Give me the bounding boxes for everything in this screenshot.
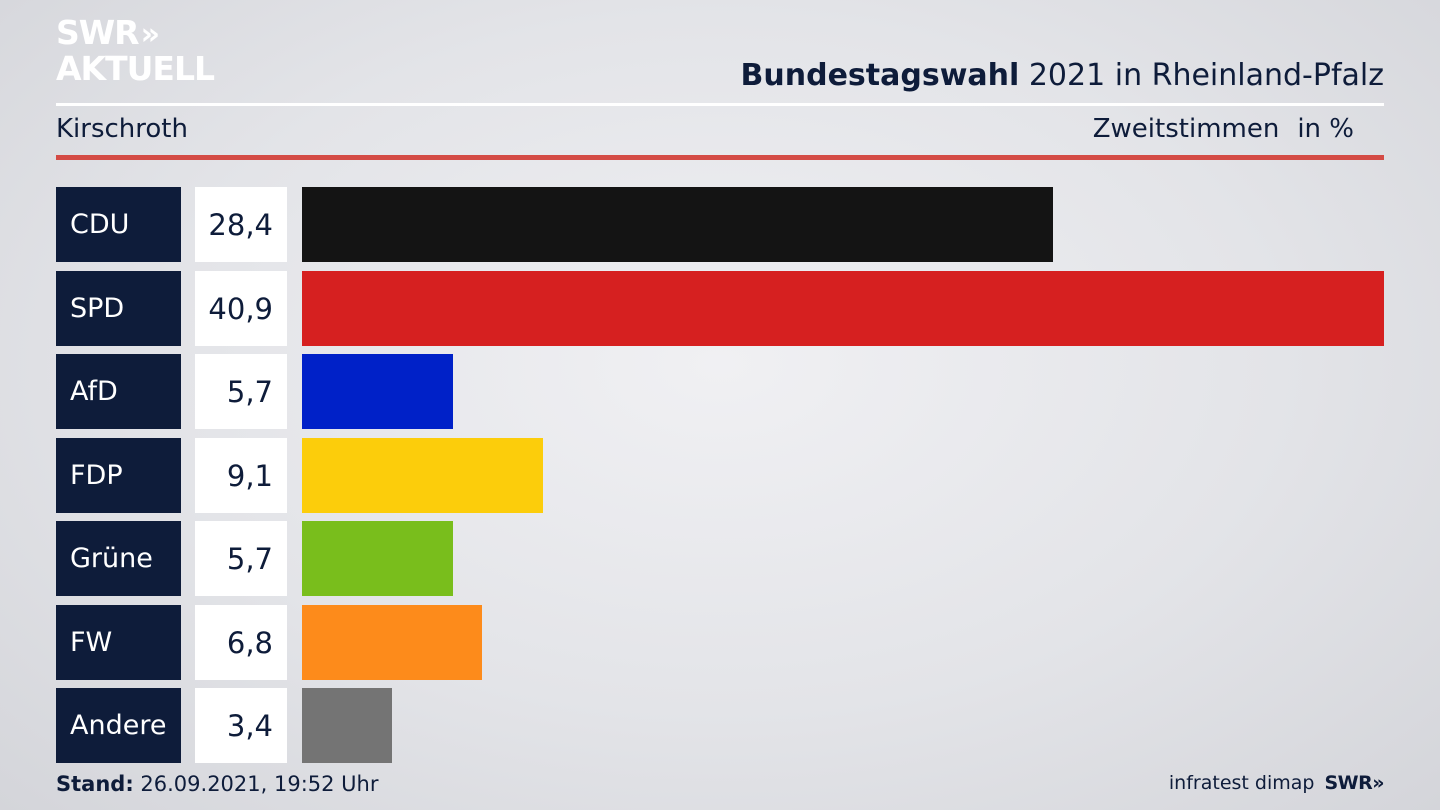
bar [302,271,1384,346]
bar-row: FW 6,8 [56,605,1384,680]
value-label: 5,7 [195,521,287,596]
value-label: 40,9 [195,271,287,346]
party-label: Grüne [56,521,181,596]
title-strong: Bundestagswahl [740,58,1020,93]
logo-line-2: AKTUELL [56,49,215,88]
accent-divider [56,155,1384,160]
swr-logo: SWR» [1324,772,1384,794]
value-label: 6,8 [195,605,287,680]
stand-value: 26.09.2021, 19:52 Uhr [133,772,379,796]
swr-aktuell-logo: SWR» AKTUELL [56,13,215,88]
party-label: SPD [56,271,181,346]
bar-row: Andere 3,4 [56,688,1384,763]
party-label: CDU [56,187,181,262]
logo-line-1: SWR» [56,13,161,52]
party-label: Andere [56,688,181,763]
unit-label: in % [1297,114,1354,144]
logo-arrows-icon: » [140,17,161,52]
metric-name: Zweitstimmen [1092,114,1280,144]
source-label: infratest dimap [1168,772,1315,794]
source-credit: infratest dimap SWR» [1168,772,1385,794]
party-label: FW [56,605,181,680]
bar-row: Grüne 5,7 [56,521,1384,596]
bar-row: FDP 9,1 [56,438,1384,513]
party-label: FDP [56,438,181,513]
bar [302,187,1053,262]
bar-chart: CDU 28,4 SPD 40,9 AfD 5,7 FDP 9,1 Grüne 5,7 FW 6,8 A… [56,187,1384,763]
bar [302,688,392,763]
value-label: 28,4 [195,187,287,262]
metric-label: Zweitstimmen in % [1093,114,1354,144]
bar [302,605,482,680]
bar [302,521,453,596]
bar [302,438,543,513]
region-label: Kirschroth [56,114,188,144]
party-label: AfD [56,354,181,429]
bar-row: CDU 28,4 [56,187,1384,262]
title-rest: 2021 in Rheinland-Pfalz [1019,58,1384,93]
stand-label: Stand: [56,772,134,796]
bar-row: AfD 5,7 [56,354,1384,429]
header-divider [56,103,1384,106]
page-title: Bundestagswahl 2021 in Rheinland-Pfalz [741,58,1384,93]
subheader: Kirschroth Zweitstimmen in % [56,114,1384,150]
bar [302,354,453,429]
bar-row: SPD 40,9 [56,271,1384,346]
value-label: 9,1 [195,438,287,513]
timestamp: Stand: 26.09.2021, 19:52 Uhr [56,772,379,796]
value-label: 3,4 [195,688,287,763]
value-label: 5,7 [195,354,287,429]
